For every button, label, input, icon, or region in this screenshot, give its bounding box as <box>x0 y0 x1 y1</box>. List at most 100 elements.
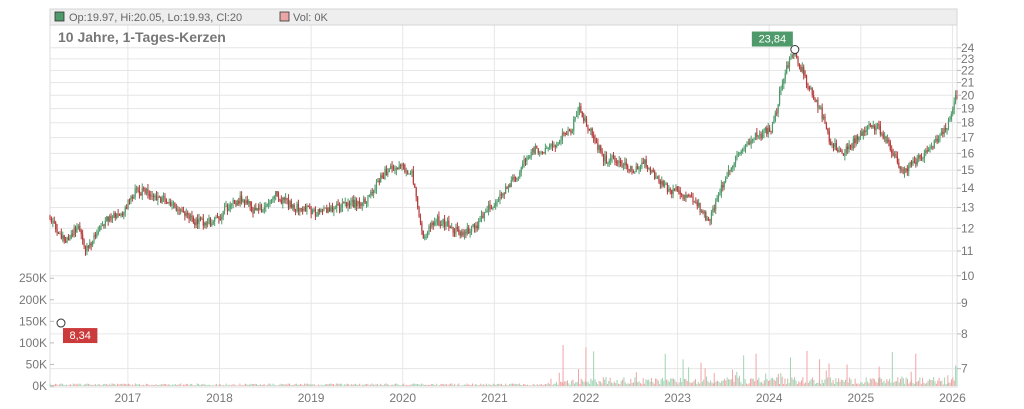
candle-body <box>56 228 58 234</box>
candle-body <box>211 223 213 226</box>
candle-body <box>830 141 832 145</box>
candle-body <box>307 205 309 207</box>
candle-body <box>575 115 578 117</box>
candle-body <box>922 158 924 160</box>
candle-body <box>689 195 691 197</box>
candle-body <box>571 130 573 133</box>
candle-body <box>456 227 458 229</box>
low-marker-box <box>62 328 98 344</box>
candle-body <box>672 188 674 194</box>
candle-body <box>803 67 805 76</box>
candle-body <box>814 98 816 103</box>
candle-body <box>310 208 312 215</box>
candle-body <box>840 150 842 152</box>
candle-body <box>249 201 251 207</box>
candle-body <box>725 178 727 182</box>
candle-body <box>370 192 372 196</box>
candle-body <box>311 210 314 215</box>
candle-body <box>942 132 944 134</box>
candle-body <box>544 148 546 153</box>
candle-body <box>852 138 854 149</box>
candle-body <box>810 88 812 90</box>
candle-body <box>780 88 782 91</box>
candle-body <box>831 143 833 145</box>
candle-body <box>434 222 436 225</box>
candle-body <box>608 160 610 164</box>
candle-body <box>228 208 230 211</box>
candle-body <box>726 176 728 179</box>
volume-axis: 0K 50K 100K 150K 200K 250K <box>19 271 54 393</box>
candle-body <box>668 189 670 192</box>
candle-body <box>496 201 498 203</box>
candle-body <box>871 125 873 128</box>
candle-body <box>445 225 447 227</box>
candle-body <box>144 188 146 193</box>
candle-body <box>49 215 51 220</box>
price-tick-label: 21 <box>961 76 975 90</box>
candle-body <box>283 197 285 200</box>
candle-body <box>198 218 200 224</box>
candle-body <box>414 183 416 188</box>
candle-body <box>746 144 748 147</box>
candle-body <box>688 195 690 196</box>
candle-body <box>405 171 407 173</box>
candle-body <box>235 202 237 206</box>
candle-body <box>435 220 437 223</box>
candle-body <box>161 196 163 203</box>
candle-body <box>357 201 359 207</box>
candle-body <box>89 243 91 248</box>
candle-body <box>510 180 512 187</box>
candle-body <box>248 201 250 204</box>
candle-body <box>267 202 270 204</box>
candle-body <box>137 188 139 191</box>
candle-body <box>331 206 334 212</box>
candle-body <box>577 111 579 116</box>
candle-body <box>939 135 941 139</box>
candle-body <box>199 218 202 219</box>
candle-body <box>879 125 881 135</box>
candle-body <box>646 166 649 169</box>
candle-body <box>188 214 190 220</box>
candle-body <box>374 188 376 191</box>
candle-body <box>886 139 889 143</box>
candle-body <box>543 152 545 154</box>
volume-legend-swatch <box>279 11 290 22</box>
candle-body <box>109 215 111 222</box>
candle-body <box>605 155 608 164</box>
candle-body <box>734 156 737 164</box>
candle-body <box>901 169 903 171</box>
candle-body <box>185 213 187 216</box>
candle-body <box>644 159 646 164</box>
candle-body <box>266 203 268 207</box>
candle-body <box>686 195 688 198</box>
candle-body <box>380 175 382 183</box>
candle-body <box>219 219 221 220</box>
candle-body <box>534 145 537 154</box>
candle-body <box>292 204 294 208</box>
candle-body <box>282 197 284 204</box>
candle-body <box>326 207 328 213</box>
candle-body <box>621 164 623 167</box>
candle-body <box>170 202 172 206</box>
year-tick-label: 2017 <box>115 391 142 405</box>
candle-body <box>67 237 70 241</box>
candle-body <box>835 143 837 150</box>
legend-bar <box>49 8 958 26</box>
candle-body <box>557 143 559 146</box>
year-tick-label: 2020 <box>389 391 416 405</box>
candle-body <box>424 236 426 238</box>
candle-body <box>844 152 846 156</box>
candle-body <box>739 153 741 155</box>
candle-body <box>597 143 599 150</box>
candle-body <box>629 166 632 171</box>
candle-body <box>549 144 551 148</box>
candle-body <box>223 206 226 211</box>
candle-body <box>59 233 61 235</box>
candle-body <box>868 123 870 127</box>
candle-body <box>848 144 850 150</box>
candle-body <box>903 168 906 174</box>
candle-body <box>594 138 596 141</box>
volume-tick-label: 50K <box>26 357 47 371</box>
candle-body <box>866 126 869 130</box>
